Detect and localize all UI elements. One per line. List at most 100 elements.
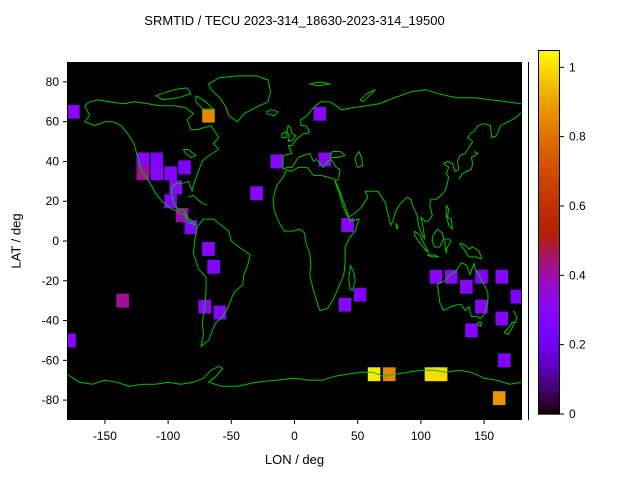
colorbar-strip: [538, 169, 560, 176]
coastline: [329, 151, 346, 158]
coastline: [444, 238, 452, 254]
heatmap-cell: [341, 218, 354, 232]
colorbar-strip: [538, 294, 560, 301]
colorbar-tick-label: 1: [569, 60, 576, 74]
colorbar-strip: [538, 226, 560, 233]
colorbar-strip: [538, 106, 560, 114]
colorbar-strip: [538, 362, 560, 370]
y-tick-label: 0: [52, 234, 59, 248]
colorbar-strip: [538, 260, 560, 267]
heatmap-cell: [184, 220, 198, 234]
colorbar-strip: [538, 283, 560, 290]
colorbar-tick-label: 0: [569, 407, 576, 421]
coastline: [436, 262, 489, 320]
colorbar-strip: [538, 271, 560, 279]
heatmap-cell: [460, 279, 473, 294]
colorbar-tick-label: 0.2: [569, 338, 586, 352]
heatmap-cell: [202, 108, 215, 123]
colorbar-strip: [538, 214, 560, 222]
colorbar-strip: [538, 55, 560, 63]
colorbar-strip: [538, 180, 560, 188]
coastline: [348, 264, 356, 292]
colorbar-strip: [538, 67, 560, 74]
heatmap-cell: [383, 367, 396, 382]
colorbar-strip: [538, 334, 560, 341]
coastline: [431, 228, 445, 248]
coastline: [445, 204, 453, 230]
colorbar-strip: [538, 351, 560, 358]
x-tick-label: 150: [474, 429, 494, 443]
colorbar-strip: [538, 118, 560, 125]
colorbar-strip: [538, 135, 560, 142]
colorbar-strip: [538, 186, 560, 193]
y-axis-label: LAT / deg: [8, 213, 24, 269]
colorbar-strip: [538, 152, 560, 159]
heatmap-cell: [150, 152, 163, 167]
coastline: [266, 109, 279, 117]
colorbar-strip: [538, 61, 560, 68]
colorbar-strip: [538, 209, 560, 216]
y-tick-label: -20: [42, 274, 60, 288]
coastline: [281, 131, 288, 139]
heatmap-cell: [67, 333, 76, 348]
colorbar-strip: [538, 305, 560, 313]
colorbar-strip: [538, 288, 560, 296]
chart-title: SRMTID / TECU 2023-314_18630-2023-314_19…: [144, 13, 445, 28]
heatmap-cell: [313, 106, 327, 121]
colorbar-strip: [538, 192, 560, 199]
colorbar-strip: [538, 340, 560, 347]
map-background: [67, 62, 522, 420]
colorbar-tick-label: 0.6: [569, 199, 586, 213]
colorbar-strip: [538, 328, 560, 336]
colorbar-strip: [538, 374, 560, 381]
heatmap-cell: [178, 160, 191, 175]
colorbar-border: [538, 50, 560, 414]
y-tick-label: -80: [42, 393, 60, 407]
colorbar-strip: [538, 408, 560, 415]
colorbar-strip: [538, 129, 560, 137]
coastline: [459, 242, 483, 260]
colorbar-strip: [538, 141, 560, 148]
colorbar-strip: [538, 243, 560, 250]
heatmap-cell: [465, 323, 478, 338]
heatmap-cell: [270, 154, 284, 169]
x-tick-label: 0: [291, 429, 298, 443]
x-tick-label: -50: [223, 429, 241, 443]
coastline: [458, 151, 479, 180]
colorbar-strip: [538, 175, 560, 182]
heatmap-cell: [318, 152, 332, 167]
colorbar-strip: [538, 101, 560, 108]
colorbar-strip: [538, 163, 560, 171]
y-tick-label: 60: [46, 115, 60, 129]
coastline: [354, 151, 364, 168]
colorbar-strip: [538, 317, 560, 324]
colorbar-strip: [538, 84, 560, 91]
coastline: [188, 194, 208, 206]
colorbar-strip: [538, 203, 560, 210]
colorbar-tick-label: 0.8: [569, 130, 586, 144]
y-tick-label: -60: [42, 353, 60, 367]
colorbar-strip: [538, 220, 560, 228]
heatmap-cell: [444, 269, 458, 284]
x-tick-label: 100: [411, 429, 431, 443]
heatmap-cell: [495, 269, 509, 284]
coastline: [67, 365, 522, 387]
colorbar-strip: [538, 146, 560, 154]
heatmap-cell: [434, 367, 448, 382]
colorbar-strip: [538, 72, 560, 80]
heatmap-cell: [367, 367, 381, 382]
heatmap-cell: [498, 353, 511, 368]
y-tick-label: 80: [46, 75, 60, 89]
colorbar-strip: [538, 266, 560, 273]
colorbar-strip: [538, 112, 560, 119]
colorbar-strip: [538, 402, 560, 410]
heatmap-cell: [492, 391, 506, 406]
colorbar-strip: [538, 396, 560, 404]
coastline: [427, 254, 440, 258]
coastline: [286, 125, 297, 143]
coastline: [414, 230, 429, 254]
heatmap-cell: [250, 186, 263, 201]
map-layer: [67, 75, 522, 406]
heatmap-cell: [169, 180, 182, 195]
